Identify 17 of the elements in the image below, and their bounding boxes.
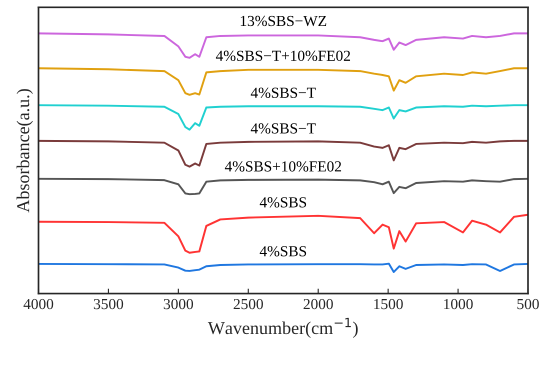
series-label: 4%SBS−T [250, 123, 316, 134]
series-label: 4%SBS [260, 246, 306, 256]
x-tick-label: 3000 [164, 298, 194, 310]
series-label: 4%SBS−T [250, 88, 316, 98]
x-axis-title: Wavenumber(cm$^{−1}$) [208, 318, 358, 338]
x-tick-label: 1000 [444, 298, 473, 310]
series-label: 4%SBS+10%FE02 [224, 161, 342, 172]
x-tick-label: 500 [517, 298, 539, 310]
series-label: 4%SBS [260, 197, 306, 208]
y-axis-title: Absorbance(a.u.) [16, 89, 33, 212]
x-tick-label: 2500 [234, 298, 263, 310]
x-tick-label: 2000 [304, 298, 333, 310]
x-tick-label: 4000 [24, 298, 54, 310]
x-tick-label: 3500 [94, 298, 124, 310]
x-tick-label: 1500 [374, 298, 403, 310]
series-label: 4%SBS−T+10%FE02 [216, 50, 350, 62]
series-label: 13%SBS−WZ [240, 16, 326, 26]
